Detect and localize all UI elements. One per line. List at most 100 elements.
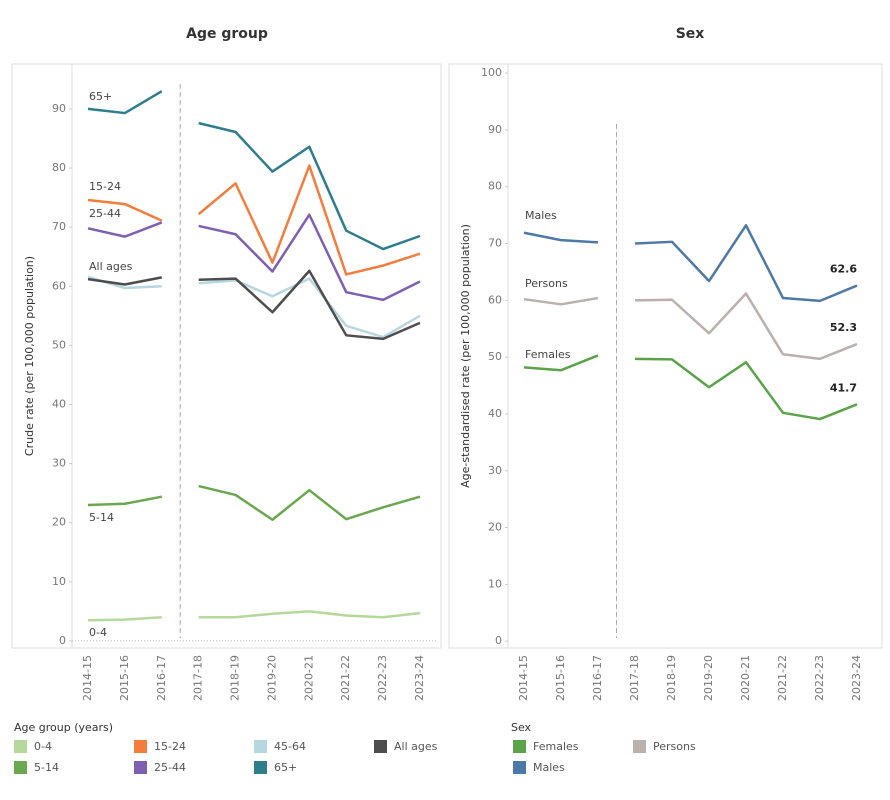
legend-swatch [374,740,387,753]
y-tick-label: 100 [481,66,502,79]
series-line [634,357,858,421]
series-line [198,213,421,302]
series-line [523,354,599,372]
panel-title: Sex [676,26,705,42]
y-tick-label: 10 [52,575,66,588]
x-tick-label: 2016-17 [155,655,168,701]
legend-label: Females [533,740,579,753]
series-line [87,221,163,238]
legend-label: Males [533,761,565,774]
series-label: 5-14 [89,511,114,524]
legend-label: All ages [394,740,438,753]
y-tick-label: 70 [52,220,66,233]
x-tick-label: 2019-20 [702,655,715,701]
series-line [87,198,163,222]
legend-swatch [134,740,147,753]
legend-swatch [14,761,27,774]
x-tick-label: 2019-20 [265,655,278,701]
series-label: 0-4 [89,626,107,639]
y-tick-label: 20 [488,521,502,534]
y-tick-label: 60 [488,293,502,306]
y-tick-label: 30 [52,457,66,470]
y-tick-label: 20 [52,516,66,529]
x-tick-label: 2022-23 [813,655,826,701]
y-tick-label: 60 [52,279,66,292]
series-line [198,484,421,521]
y-tick-label: 10 [488,577,502,590]
x-tick-label: 2018-19 [665,655,678,701]
legend-label: 25-44 [154,761,186,774]
legend-label: 5-14 [34,761,59,774]
legend-title: Age group (years) [14,721,113,734]
series-label: 25-44 [89,207,121,220]
y-axis-title: Crude rate (per 100,000 population) [23,256,36,456]
legend-label: 0-4 [34,740,52,753]
series-line [198,121,421,251]
x-tick-label: 2020-21 [302,655,315,701]
y-tick-label: 0 [59,634,66,647]
value-label: 52.3 [830,321,857,334]
panel-frame [11,63,442,649]
series-line [87,616,162,622]
series-line [87,495,163,507]
y-tick-label: 40 [52,397,66,410]
series-line [523,296,599,306]
y-tick-label: 80 [488,180,502,193]
legend-swatch [134,761,147,774]
series-line [198,610,421,619]
x-tick-label: 2017-18 [192,655,205,701]
series-line [197,164,421,276]
y-tick-label: 90 [52,102,66,115]
legend-title: Sex [511,721,532,734]
y-tick-label: 70 [488,237,502,250]
legend-swatch [633,740,646,753]
x-tick-label: 2021-22 [776,655,789,701]
legend-label: 15-24 [154,740,186,753]
legend-swatch [513,761,526,774]
y-tick-label: 90 [488,123,502,136]
series-line [634,224,858,303]
y-axis-title: Age-standardised rate (per 100,000 popul… [459,224,472,488]
y-tick-label: 80 [52,161,66,174]
series-label: Males [525,209,557,222]
series-line [198,277,421,339]
y-tick-label: 40 [488,407,502,420]
x-tick-label: 2022-23 [376,655,389,701]
series-label: 15-24 [89,180,121,193]
series-label: Females [525,348,571,361]
x-tick-label: 2014-15 [517,655,530,701]
legend-swatch [254,761,267,774]
panel-frame [448,63,883,649]
y-tick-label: 0 [495,634,502,647]
series-line [634,292,858,361]
x-tick-label: 2015-16 [554,655,567,701]
series-line [198,269,421,341]
x-tick-label: 2020-21 [739,655,752,701]
legend-swatch [513,740,526,753]
legend-label: Persons [653,740,696,753]
panel-title: Age group [186,26,268,42]
series-line [87,276,163,286]
legend-label: 65+ [274,761,297,774]
x-tick-label: 2021-22 [339,655,352,701]
series-label: All ages [89,260,133,273]
x-tick-label: 2017-18 [628,655,641,701]
series-line [523,231,599,244]
value-label: 41.7 [830,381,857,394]
legend-swatch [254,740,267,753]
x-tick-label: 2014-15 [81,655,94,701]
x-tick-label: 2016-17 [591,655,604,701]
x-tick-label: 2018-19 [229,655,242,701]
value-label: 62.6 [830,263,857,276]
series-label: 65+ [89,90,112,103]
legend-swatch [14,740,27,753]
y-tick-label: 50 [52,338,66,351]
x-tick-label: 2023-24 [850,655,863,701]
series-label: Persons [525,277,568,290]
x-tick-label: 2023-24 [413,655,426,701]
x-tick-label: 2015-16 [118,655,131,701]
y-tick-label: 30 [488,464,502,477]
legend-label: 45-64 [274,740,306,753]
series-line [87,90,163,115]
